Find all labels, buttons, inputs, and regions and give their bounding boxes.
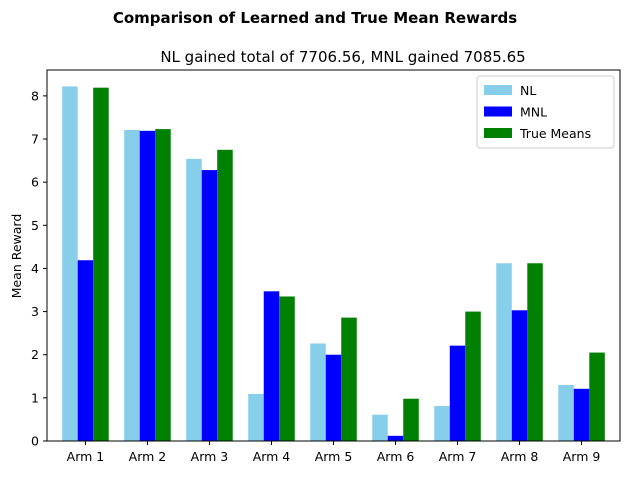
bar-nl-3 bbox=[186, 158, 202, 442]
legend-label: MNL bbox=[520, 105, 547, 120]
chart-suptitle: Comparison of Learned and True Mean Rewa… bbox=[113, 9, 517, 27]
bar-mnl-4 bbox=[263, 291, 280, 441]
y-tick-label: 4 bbox=[31, 261, 39, 276]
bar-mnl-5 bbox=[325, 354, 342, 441]
bar-true-means-2 bbox=[155, 129, 171, 441]
bar-mnl-2 bbox=[139, 130, 156, 441]
bar-mnl-1 bbox=[77, 260, 94, 441]
bars-layer bbox=[62, 86, 605, 442]
bar-mnl-3 bbox=[201, 170, 218, 441]
bar-nl-1 bbox=[62, 86, 78, 442]
x-tick-label: Arm 4 bbox=[253, 449, 291, 464]
bar-nl-8 bbox=[496, 263, 512, 441]
y-axis-label: Mean Reward bbox=[9, 214, 24, 299]
x-tick-label: Arm 1 bbox=[67, 449, 105, 464]
bar-nl-2 bbox=[124, 129, 140, 441]
bar-true-means-5 bbox=[341, 317, 357, 441]
bar-true-means-8 bbox=[527, 263, 543, 441]
legend-swatch-nl bbox=[484, 85, 512, 95]
y-tick-label: 0 bbox=[31, 434, 39, 449]
chart-title: NL gained total of 7706.56, MNL gained 7… bbox=[160, 48, 525, 66]
y-tick-label: 2 bbox=[31, 347, 39, 362]
legend-swatch-mnl bbox=[484, 106, 512, 117]
x-tick-label: Arm 9 bbox=[563, 449, 601, 464]
bar-nl-5 bbox=[310, 343, 326, 441]
bar-mnl-8 bbox=[511, 310, 528, 441]
y-tick-label: 5 bbox=[31, 218, 39, 233]
bar-true-means-9 bbox=[589, 352, 605, 441]
legend-label: True Means bbox=[519, 126, 591, 141]
y-tick-label: 7 bbox=[31, 132, 39, 147]
y-tick-label: 3 bbox=[31, 304, 39, 319]
bar-nl-6 bbox=[372, 414, 388, 441]
bar-true-means-1 bbox=[93, 87, 109, 442]
bar-nl-7 bbox=[434, 406, 450, 441]
x-tick-label: Arm 8 bbox=[501, 449, 539, 464]
x-tick-label: Arm 6 bbox=[377, 449, 415, 464]
x-tick-label: Arm 7 bbox=[439, 449, 477, 464]
bar-true-means-4 bbox=[279, 296, 295, 441]
bar-true-means-3 bbox=[217, 149, 233, 441]
bar-nl-9 bbox=[558, 384, 574, 441]
y-tick-label: 6 bbox=[31, 175, 39, 190]
bar-true-means-6 bbox=[403, 398, 419, 441]
bar-mnl-9 bbox=[573, 388, 590, 441]
bar-mnl-6 bbox=[387, 435, 404, 441]
bar-nl-4 bbox=[248, 393, 264, 441]
x-tick-label: Arm 5 bbox=[315, 449, 353, 464]
axes-layer: 0 1 2 3 4 5 6 7 8 Arm 1 Arm 2 Arm 3 Arm 4 Arm 5 Arm 6 A… bbox=[31, 69, 621, 464]
bar-true-means-7 bbox=[465, 311, 481, 441]
x-tick-label: Arm 3 bbox=[191, 449, 229, 464]
x-tick-label: Arm 2 bbox=[129, 449, 167, 464]
y-tick-label: 8 bbox=[31, 88, 39, 103]
y-tick-label: 1 bbox=[31, 390, 39, 405]
legend: NL MNL True Means bbox=[476, 75, 615, 149]
bar-mnl-7 bbox=[449, 345, 466, 441]
legend-label: NL bbox=[520, 83, 536, 98]
legend-swatch-true-means bbox=[484, 128, 512, 138]
